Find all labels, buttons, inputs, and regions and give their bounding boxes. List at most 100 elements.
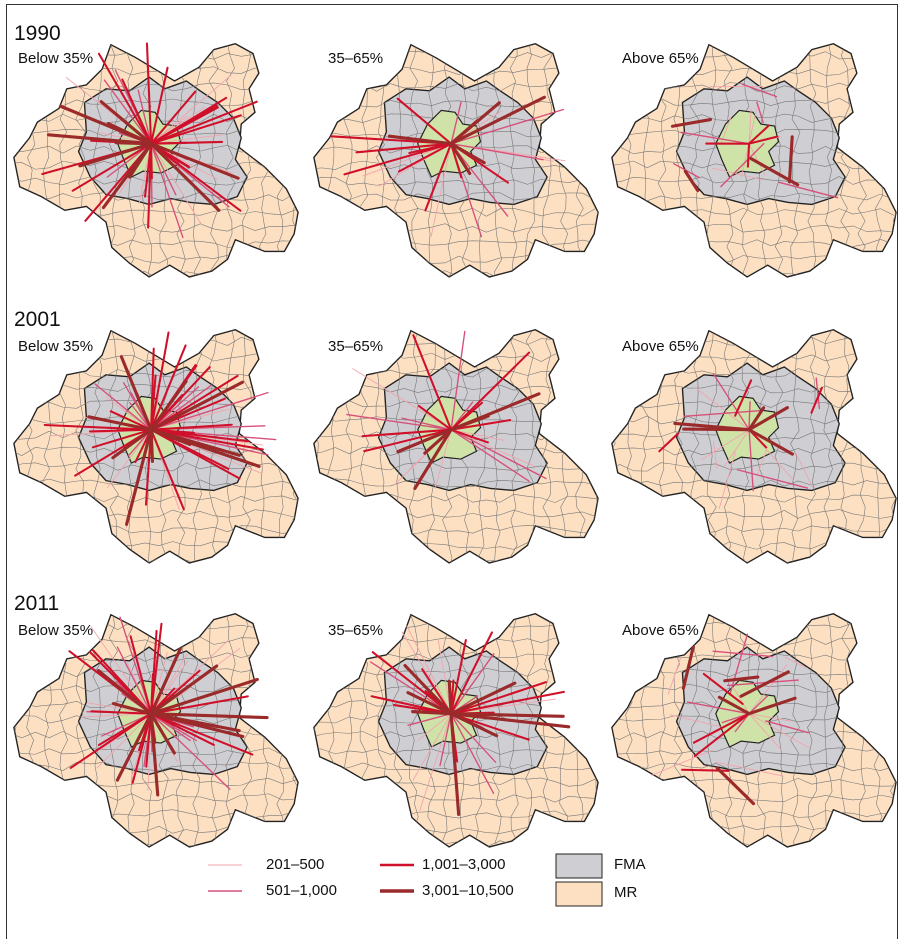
flow-line [449, 712, 461, 816]
flow-line [702, 672, 744, 705]
flow-lines [330, 95, 566, 238]
flow-line [747, 406, 789, 432]
flow-line [732, 686, 750, 715]
flow-line [670, 118, 713, 128]
flow-line [651, 749, 713, 776]
flow-line [450, 108, 565, 145]
flow-line [450, 428, 547, 480]
flow-line [723, 429, 750, 467]
flow-line [150, 391, 269, 431]
flow-line [756, 450, 767, 475]
flow-line [787, 135, 794, 184]
flow-line [450, 142, 509, 217]
legend-label-flow-1: 201–500 [266, 856, 325, 873]
flow-lines [651, 633, 810, 806]
flow-line [403, 663, 453, 716]
flow-line [406, 625, 452, 715]
flow-line [815, 377, 821, 410]
flow-line [449, 95, 546, 146]
legend-swatch-mr [555, 881, 603, 907]
flow-map-2011-3 [611, 612, 897, 848]
legend-label-flow-4: 3,001–10,500 [422, 882, 514, 899]
flow-line [346, 413, 452, 431]
flow-line [149, 712, 245, 739]
flow-line [748, 428, 754, 492]
flow-line [450, 712, 497, 763]
flow-line [149, 380, 244, 432]
flow-line [748, 695, 769, 715]
flow-line [150, 142, 242, 212]
legend-label-flow-3: 1,001–3,000 [422, 856, 506, 873]
flow-line [449, 712, 571, 729]
flow-line [417, 713, 452, 741]
flow-line [450, 690, 565, 715]
flow-map-2001-1 [13, 328, 299, 564]
flow-line [355, 142, 453, 154]
flow-line [90, 626, 152, 715]
flow-lines [68, 616, 269, 797]
flow-line [795, 452, 814, 489]
flow-line [129, 401, 152, 431]
flow-map-1990-3 [611, 42, 897, 278]
flow-line [741, 83, 778, 98]
flow-line [419, 713, 452, 812]
flow-line [450, 419, 512, 431]
flow-line [720, 116, 732, 146]
flow-line [748, 143, 766, 176]
flow-line [748, 124, 770, 145]
flow-line [810, 386, 823, 414]
flow-map-2011-2 [313, 612, 599, 848]
flow-line [784, 656, 809, 669]
flow-line [150, 90, 197, 145]
year-label-1990: 1990 [14, 22, 61, 45]
legend-label-flow-2: 501–1,000 [266, 882, 337, 899]
flow-line [681, 645, 695, 690]
flow-line [669, 714, 721, 728]
flow-map-2011-1 [13, 612, 299, 848]
flow-line [401, 417, 452, 431]
flow-line [111, 702, 153, 716]
flow-line [424, 142, 453, 212]
flow-line [149, 664, 219, 716]
flow-line [683, 409, 761, 417]
flow-line [450, 142, 544, 161]
flow-line [712, 167, 765, 181]
flow-line [718, 451, 736, 510]
flow-line [712, 650, 774, 658]
flow-line [739, 670, 790, 698]
category-label: 35–65% [326, 50, 386, 67]
flow-line [746, 142, 751, 168]
flow-line [712, 441, 718, 470]
flow-line [119, 355, 153, 432]
flow-line [748, 401, 751, 432]
flow-line [150, 74, 232, 145]
category-label: Below 35% [16, 338, 96, 355]
category-label: Below 35% [16, 50, 96, 67]
flow-line [715, 761, 784, 777]
category-label: Above 65% [620, 50, 701, 67]
flow-line [450, 351, 531, 431]
flow-line [150, 695, 249, 715]
flow-line [748, 713, 810, 749]
flow-line [78, 142, 153, 168]
flow-line [149, 142, 240, 180]
flow-line [46, 133, 153, 146]
flow-line [71, 142, 153, 192]
flow-line [150, 652, 168, 715]
flow-line [150, 428, 264, 451]
legend-label-mr: MR [614, 884, 638, 901]
flow-line [94, 383, 152, 431]
category-label: 35–65% [326, 338, 386, 355]
flow-line [97, 52, 153, 145]
flow-line [150, 114, 242, 145]
flow-line [149, 428, 155, 463]
flow-lines [43, 331, 277, 529]
flow-line [449, 712, 484, 730]
flow-line [88, 428, 153, 433]
flow-line [701, 429, 750, 460]
flow-line [150, 66, 169, 145]
flow-line [450, 330, 466, 431]
flow-lines [369, 625, 571, 816]
flow-line [396, 428, 453, 454]
flow-line [450, 401, 484, 431]
